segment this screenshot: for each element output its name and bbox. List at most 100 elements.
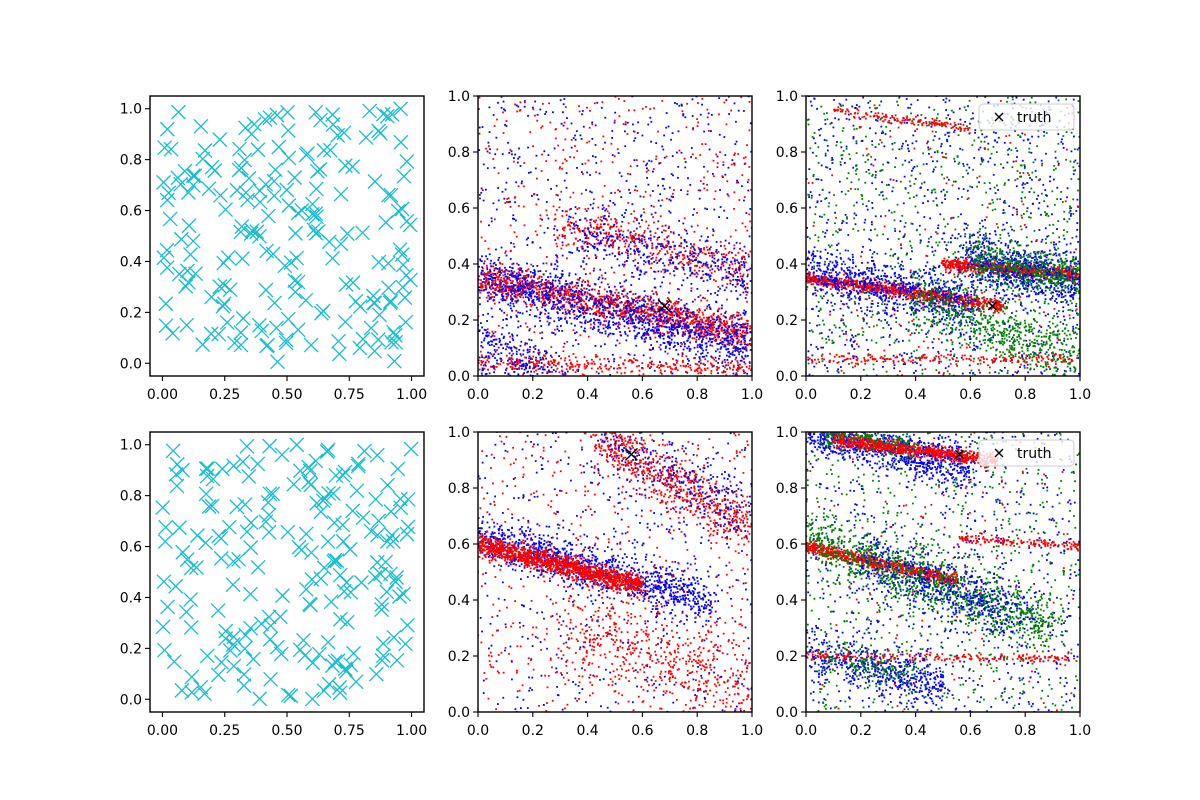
- band-point: [689, 254, 691, 257]
- band-point: [621, 285, 624, 288]
- band-point: [691, 271, 693, 274]
- noise-point: [501, 290, 504, 293]
- band-point: [749, 280, 752, 282]
- band-point: [651, 254, 654, 257]
- sample-point: [158, 296, 174, 312]
- band-point: [565, 244, 568, 247]
- noise-point: [515, 104, 518, 107]
- band-point: [652, 292, 655, 295]
- band-point: [685, 302, 688, 305]
- noise-point: [671, 155, 674, 157]
- band-point: [547, 286, 549, 288]
- band-point: [583, 257, 586, 260]
- band-point: [505, 275, 508, 278]
- band-point: [649, 230, 652, 233]
- band-point: [513, 346, 516, 349]
- band-point: [586, 321, 589, 323]
- band-point: [499, 281, 502, 284]
- noise-point: [592, 326, 595, 328]
- band-point: [746, 324, 749, 327]
- sample-point: [204, 289, 220, 305]
- band-point: [559, 289, 562, 292]
- noise-point: [481, 126, 484, 128]
- band-point: [746, 322, 749, 325]
- band-point: [671, 316, 674, 319]
- band-point: [747, 273, 749, 276]
- band-point: [495, 276, 498, 279]
- band-point: [746, 332, 749, 334]
- band-point: [666, 319, 669, 322]
- band-point: [695, 318, 698, 321]
- band-point: [682, 279, 685, 282]
- band-point: [631, 313, 634, 316]
- noise-point: [490, 365, 492, 368]
- band-point: [568, 316, 571, 319]
- band-point: [576, 208, 579, 210]
- noise-point: [579, 134, 582, 137]
- band-point: [658, 259, 661, 262]
- band-point: [499, 262, 502, 265]
- band-point: [656, 227, 659, 230]
- noise-point: [609, 373, 612, 376]
- band-point: [714, 350, 717, 353]
- band-point: [668, 225, 671, 228]
- noise-point: [650, 120, 653, 123]
- band-point: [606, 290, 609, 293]
- band-point: [731, 353, 734, 356]
- noise-point: [540, 126, 543, 129]
- noise-point: [623, 372, 626, 374]
- band-point: [618, 318, 621, 320]
- band-point: [702, 262, 705, 265]
- band-point: [717, 308, 720, 311]
- band-point: [713, 270, 716, 273]
- band-point: [572, 311, 575, 313]
- band-point: [676, 257, 679, 260]
- band-point: [728, 272, 731, 275]
- band-point: [506, 345, 509, 348]
- band-point: [634, 325, 637, 327]
- band-point: [651, 323, 654, 325]
- noise-point: [566, 370, 569, 373]
- noise-point: [566, 340, 569, 343]
- band-point: [643, 272, 646, 275]
- noise-point: [480, 322, 482, 325]
- band-point: [543, 350, 546, 353]
- band-point: [630, 304, 632, 307]
- band-point: [642, 254, 645, 257]
- band-point: [680, 260, 683, 263]
- noise-point: [528, 338, 531, 341]
- band-point: [706, 332, 709, 334]
- noise-point: [677, 331, 679, 334]
- band-point: [669, 322, 672, 325]
- band-point: [729, 273, 732, 275]
- band-point: [721, 262, 724, 265]
- noise-point: [525, 238, 528, 241]
- band-point: [670, 231, 672, 233]
- band-point: [646, 332, 649, 335]
- band-point: [543, 304, 545, 307]
- band-point: [530, 282, 532, 285]
- band-point: [658, 325, 660, 328]
- noise-point: [696, 323, 698, 326]
- band-point: [564, 210, 567, 213]
- noise-point: [479, 303, 481, 306]
- band-point: [632, 309, 634, 312]
- band-point: [717, 289, 720, 292]
- noise-point: [597, 330, 600, 333]
- band-point: [617, 323, 620, 326]
- noise-point: [710, 130, 712, 132]
- noise-point: [484, 240, 487, 242]
- noise-point: [594, 298, 597, 301]
- band-point: [643, 230, 646, 232]
- noise-point: [749, 122, 752, 125]
- band-point: [634, 326, 636, 329]
- noise-point: [621, 220, 624, 223]
- band-point: [675, 309, 678, 311]
- band-point: [501, 299, 504, 302]
- band-point: [575, 290, 578, 292]
- band-point: [524, 275, 527, 277]
- noise-point: [612, 333, 615, 335]
- noise-point: [597, 206, 600, 209]
- band-point: [666, 245, 669, 247]
- band-point: [553, 295, 556, 297]
